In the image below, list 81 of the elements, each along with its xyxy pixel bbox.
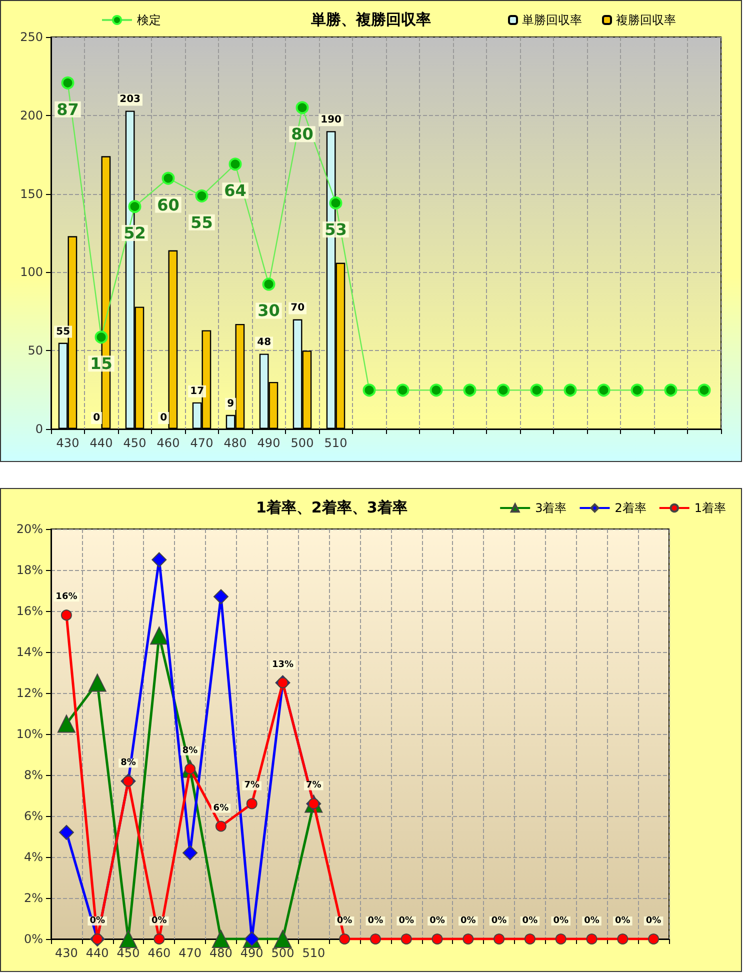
legend-label: 複勝回収率: [616, 13, 676, 27]
data-label: 70: [290, 302, 305, 314]
data-label: 0%: [152, 916, 167, 926]
y-tick-label: 2%: [24, 891, 43, 905]
legend-label: 2着率: [614, 501, 646, 515]
data-label: 17: [190, 386, 204, 397]
y-tick-label: 10%: [16, 727, 43, 741]
data-label: 203: [120, 94, 141, 106]
data-label: 0%: [336, 916, 352, 926]
x-tick-label: 430: [54, 946, 78, 960]
data-label: 53: [324, 220, 347, 239]
data-label: 9: [227, 398, 234, 410]
y-tick-label: 8%: [24, 768, 43, 782]
y-tick-label: 4%: [24, 850, 43, 864]
chart-title: 1着率、2着率、3着率: [256, 498, 408, 516]
legend-label: 単勝回収率: [522, 13, 582, 27]
y-tick-label: 12%: [16, 686, 43, 700]
x-tick-label: 470: [178, 946, 202, 960]
data-label: 16%: [56, 592, 78, 602]
legend-label: 1着率: [694, 501, 726, 515]
y-tick-label: 0: [35, 422, 43, 436]
x-tick-label: 440: [90, 436, 113, 450]
data-label: 0%: [584, 916, 600, 926]
data-label: 190: [320, 114, 342, 126]
data-label: 8%: [182, 746, 198, 756]
data-label: 15: [90, 354, 112, 374]
y-tick-label: 100: [20, 265, 43, 280]
x-tick-label: 490: [240, 946, 264, 960]
data-label: 64: [224, 181, 246, 200]
data-label: 30: [258, 301, 280, 320]
data-label: 0%: [553, 916, 568, 926]
y-tick-label: 14%: [16, 645, 43, 659]
data-label: 0%: [460, 916, 476, 926]
x-tick-label: 480: [209, 946, 232, 960]
y-tick-label: 16%: [16, 604, 43, 618]
data-label: 60: [157, 195, 180, 214]
x-tick-label: 430: [56, 436, 80, 450]
y-tick-label: 250: [20, 30, 43, 44]
x-tick-label: 490: [257, 436, 280, 450]
data-label: 48: [257, 337, 272, 348]
data-label: 8%: [120, 758, 136, 768]
y-tick-label: 0%: [24, 932, 43, 946]
data-label: 0%: [430, 916, 445, 926]
x-tick-label: 500: [290, 436, 314, 450]
data-label: 55: [190, 212, 213, 232]
data-label: 7%: [306, 780, 322, 791]
x-tick-label: 460: [156, 436, 180, 450]
data-label: 0%: [368, 916, 384, 926]
data-label: 0%: [491, 916, 507, 926]
y-tick-label: 6%: [24, 809, 43, 823]
data-label: 13%: [272, 660, 294, 670]
y-tick-label: 18%: [16, 563, 43, 577]
data-label: 6%: [213, 803, 229, 814]
legend-label: 3着率: [535, 501, 567, 515]
x-tick-label: 510: [324, 436, 348, 450]
data-label: 52: [124, 224, 146, 243]
data-label: 0%: [522, 916, 538, 926]
x-tick-label: 460: [148, 946, 171, 960]
data-label: 55: [56, 326, 70, 338]
y-tick-label: 20%: [16, 522, 43, 536]
data-label: 0%: [398, 916, 414, 926]
x-tick-label: 500: [271, 946, 294, 960]
data-label: 0%: [646, 916, 662, 926]
x-tick-label: 470: [190, 436, 214, 450]
data-label: 80: [291, 124, 314, 144]
data-label: 0%: [615, 916, 630, 926]
data-label: 0: [160, 412, 168, 424]
x-tick-label: 510: [302, 946, 326, 960]
x-tick-label: 480: [224, 436, 247, 450]
legend-label: 検定: [137, 13, 161, 27]
data-label: 0%: [90, 916, 105, 926]
y-tick-label: 150: [20, 186, 43, 201]
chart-title: 単勝、複勝回収率: [310, 10, 431, 28]
y-tick-label: 50: [28, 344, 43, 358]
y-tick-label: 200: [20, 108, 43, 122]
data-label: 87: [56, 100, 79, 119]
data-label: 0: [93, 412, 100, 424]
x-tick-label: 440: [86, 946, 109, 960]
data-label: 7%: [244, 780, 260, 791]
x-tick-label: 450: [116, 946, 140, 960]
x-tick-label: 450: [123, 436, 146, 450]
